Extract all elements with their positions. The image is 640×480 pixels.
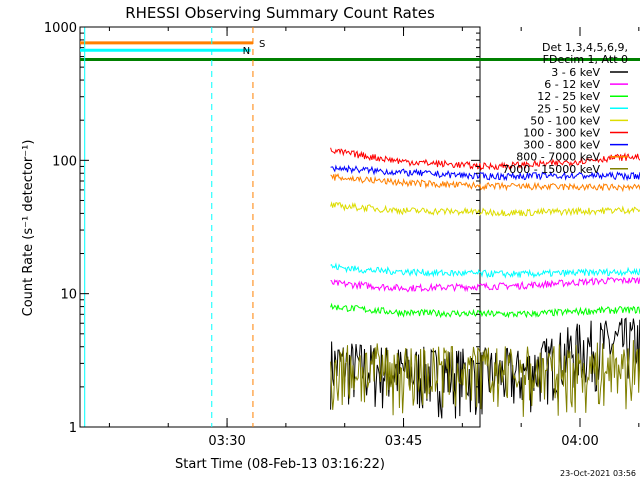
legend-entry-label: 3 - 6 keV — [551, 66, 600, 79]
vertical-markers — [84, 27, 254, 427]
x-tick-label: 04:00 — [561, 434, 598, 449]
x-tick-label: 03:45 — [385, 434, 422, 449]
series-line — [330, 201, 640, 217]
legend-entry-label: 50 - 100 keV — [530, 114, 600, 127]
flag-label: N — [243, 46, 250, 57]
legend: Det 1,3,4,5,6,9,FDecim 1, Att 03 - 6 keV… — [502, 41, 628, 176]
legend-entry-label: 7000 - 15000 keV — [502, 163, 600, 176]
series-layer — [330, 147, 640, 419]
legend-entry-label: 300 - 800 keV — [523, 139, 600, 152]
x-tick-label: 03:30 — [208, 434, 245, 449]
series-line — [330, 317, 640, 419]
legend-entry-label: 100 - 300 keV — [523, 127, 600, 140]
legend-entry-label: 800 - 7000 keV — [516, 151, 600, 164]
x-axis-label: Start Time (08-Feb-13 03:16:22) — [175, 457, 385, 472]
series-line — [330, 164, 640, 182]
y-tick-label: 10 — [60, 288, 77, 303]
y-tick-label: 1 — [69, 421, 77, 436]
legend-header: Det 1,3,4,5,6,9, — [542, 41, 628, 54]
y-tick-label: 100 — [52, 154, 77, 169]
flag-label: S — [259, 39, 265, 50]
series-line — [330, 147, 640, 171]
plot-border — [79, 26, 481, 428]
series-line — [330, 276, 640, 293]
plot-area — [79, 26, 481, 428]
chart-title: RHESSI Observing Summary Count Rates — [125, 4, 435, 22]
y-axis-label: Count Rate (s⁻¹ detector⁻¹) — [21, 140, 36, 317]
series-line — [330, 173, 640, 193]
legend-entry-label: 6 - 12 keV — [544, 78, 600, 91]
series-line — [330, 262, 640, 279]
series-line — [330, 340, 640, 417]
legend-entry-label: 12 - 25 keV — [537, 90, 600, 103]
y-tick-label: 1000 — [44, 21, 77, 36]
legend-entry-label: 25 - 50 keV — [537, 102, 600, 115]
series-line — [330, 302, 640, 319]
timestamp: 23-Oct-2021 03:56 — [560, 469, 636, 478]
flags-layer: SNRD0RD6 — [80, 39, 640, 62]
legend-header: FDecim 1, Att 0 — [543, 53, 628, 66]
